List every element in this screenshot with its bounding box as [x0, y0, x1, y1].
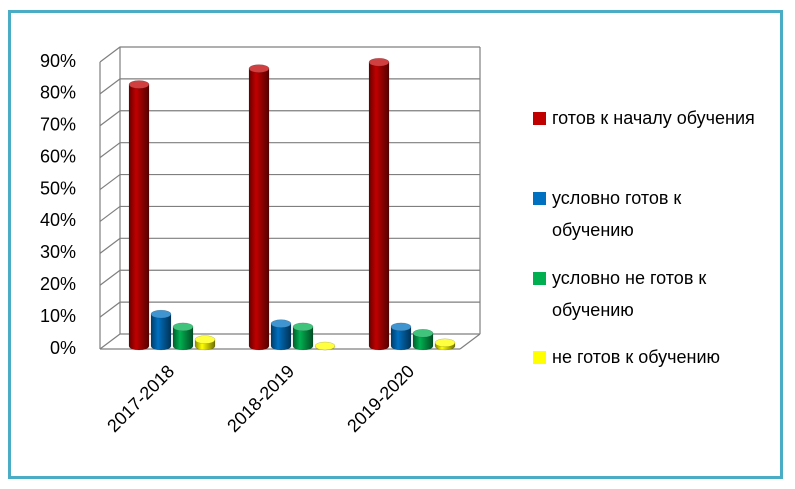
- y-tick-label: 10%: [40, 306, 76, 326]
- bar: [412, 332, 434, 351]
- legend-label: не готов к обучению: [552, 347, 721, 367]
- legend-swatch: [533, 272, 546, 285]
- bar-top: [128, 80, 150, 89]
- bar-top: [434, 338, 456, 348]
- legend-item: условно не готов к обучению: [533, 262, 763, 326]
- y-tick-label: 40%: [40, 210, 76, 230]
- y-tick-label: 20%: [40, 274, 76, 294]
- bar: [270, 323, 292, 351]
- grid-line: [99, 78, 480, 95]
- bar: [128, 84, 150, 351]
- bar: [150, 313, 172, 351]
- y-tick-label: 0%: [50, 338, 76, 358]
- x-tick-label: 2017-2018: [103, 361, 178, 436]
- bar: [292, 326, 314, 351]
- bar-top: [172, 322, 194, 332]
- y-tick-label: 60%: [40, 146, 76, 166]
- x-tick-label: 2019-2020: [343, 361, 418, 436]
- y-tick-label: 50%: [40, 178, 76, 198]
- grid-line: [99, 46, 480, 63]
- bar: [390, 326, 412, 351]
- bar-top: [292, 322, 314, 332]
- bar-top: [270, 319, 292, 328]
- y-tick-label: 70%: [40, 115, 76, 135]
- bar-top: [368, 57, 390, 67]
- legend-item: условно готов к обучению: [533, 182, 763, 246]
- y-tick-label: 80%: [40, 83, 76, 103]
- bar-top: [150, 309, 172, 319]
- bar-top: [248, 64, 270, 73]
- legend-item: готов к началу обучения: [533, 102, 763, 134]
- legend-swatch: [533, 112, 546, 125]
- x-tick-label: 2018-2019: [223, 361, 298, 436]
- bar-top: [412, 328, 434, 338]
- bar: [368, 61, 390, 351]
- bar-top: [390, 322, 412, 332]
- legend-label: готов к началу обучения: [552, 108, 755, 128]
- grid-line: [99, 237, 480, 254]
- chart-frame: [8, 10, 783, 479]
- grid-line: [99, 301, 480, 318]
- bar: [248, 68, 270, 351]
- grid-line: [99, 333, 480, 350]
- y-tick-label: 90%: [40, 51, 76, 71]
- bar-top: [194, 335, 216, 344]
- legend-swatch: [533, 192, 546, 205]
- legend-item: не готов к обучению: [533, 341, 763, 373]
- grid-line: [99, 110, 480, 127]
- grid-line: [99, 205, 480, 222]
- grid-line: [99, 269, 480, 286]
- legend-swatch: [533, 351, 546, 364]
- grid-line: [99, 142, 480, 159]
- legend-label: условно не готов к обучению: [552, 268, 707, 320]
- y-tick-label: 30%: [40, 242, 76, 262]
- bar: [172, 326, 194, 351]
- floor-edge: [459, 333, 481, 350]
- legend-label: условно готов к обучению: [552, 188, 682, 240]
- bar-top: [314, 341, 336, 351]
- grid-line: [99, 173, 480, 191]
